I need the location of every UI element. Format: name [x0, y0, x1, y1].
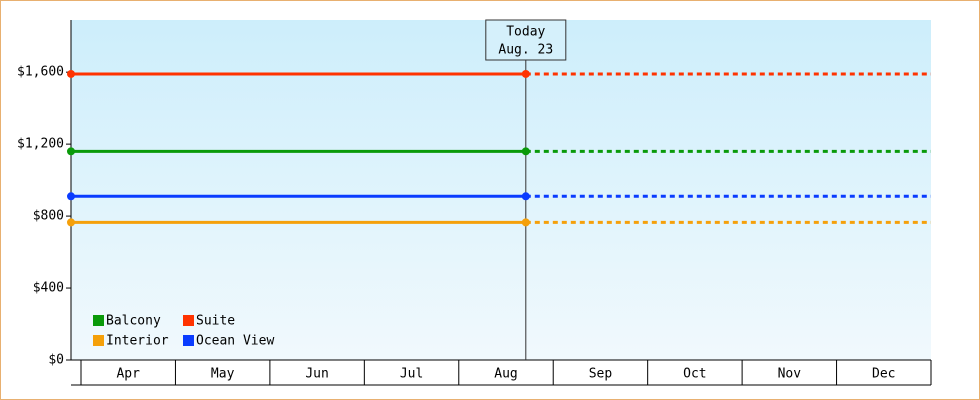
legend-label: Ocean View	[196, 334, 274, 349]
legend-label: Interior	[106, 334, 169, 349]
y-tick-label: $0	[48, 353, 64, 368]
x-tick-label: Jun	[305, 367, 328, 382]
today-date: Aug. 23	[498, 43, 553, 58]
point	[67, 218, 75, 227]
legend-swatch	[93, 315, 104, 326]
legend-label: Suite	[196, 314, 235, 329]
point	[521, 192, 530, 201]
x-tick-label: Nov	[778, 367, 802, 382]
y-tick-label: $1,200	[17, 137, 64, 152]
x-tick-label: Sep	[589, 367, 613, 382]
point	[67, 69, 75, 78]
legend-label: Balcony	[106, 314, 161, 329]
x-tick-label: Aug	[494, 367, 517, 382]
today-label: Today	[506, 25, 545, 40]
x-tick-label: Apr	[116, 367, 140, 382]
point	[67, 147, 75, 156]
x-tick-label: May	[211, 367, 235, 382]
point	[521, 69, 530, 78]
y-tick-label: $400	[33, 281, 64, 296]
plot-area	[71, 20, 931, 360]
point	[521, 218, 530, 227]
x-tick-label: Oct	[683, 367, 706, 382]
legend-swatch	[183, 335, 194, 346]
point	[521, 147, 530, 156]
today-box	[485, 19, 567, 61]
legend-swatch	[93, 335, 104, 346]
x-tick-label: Dec	[872, 367, 895, 382]
y-tick-label: $1,600	[17, 65, 64, 80]
legend-swatch	[183, 315, 194, 326]
y-tick-label: $800	[33, 209, 64, 224]
x-tick-label: Jul	[400, 367, 423, 382]
point	[67, 192, 75, 201]
